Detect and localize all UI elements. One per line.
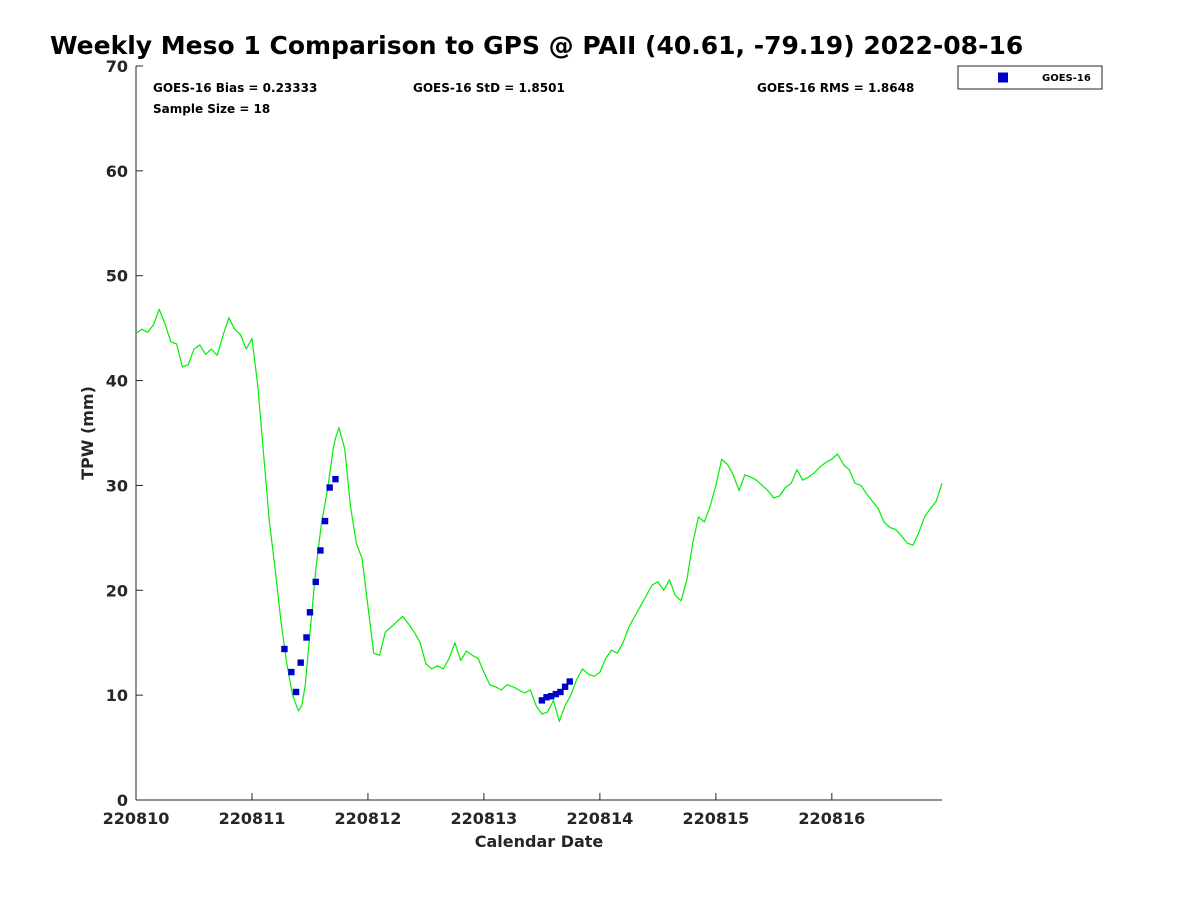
x-tick-label: 220815 bbox=[682, 809, 749, 828]
y-axis-label: TPW (mm) bbox=[78, 386, 97, 480]
x-axis-ticks: 220810 220811 220812 220813 220814 220815 2208… bbox=[103, 793, 865, 828]
legend-box bbox=[957, 65, 1103, 90]
goes16-point bbox=[281, 645, 288, 653]
goes16-point bbox=[288, 668, 295, 676]
legend-label-goes16: GOES-16 bbox=[1042, 73, 1091, 84]
legend: GOES-16 bbox=[957, 65, 1103, 90]
goes16-point bbox=[557, 688, 564, 696]
y-tick-label: 20 bbox=[106, 581, 128, 600]
gps-series-line bbox=[135, 308, 943, 723]
goes16-point bbox=[538, 697, 546, 704]
goes16-point bbox=[547, 692, 555, 700]
y-tick-label: 0 bbox=[117, 791, 128, 810]
goes16-point bbox=[297, 659, 304, 666]
goes16-point bbox=[561, 683, 569, 690]
goes16-point bbox=[292, 688, 300, 696]
x-tick-label: 220814 bbox=[566, 809, 633, 828]
goes16-point bbox=[317, 547, 324, 554]
y-tick-label: 60 bbox=[106, 162, 128, 181]
x-tick-label: 220811 bbox=[219, 809, 286, 828]
chart-title: Weekly Meso 1 Comparison to GPS @ PAII (… bbox=[50, 31, 1023, 60]
goes16-point bbox=[321, 517, 329, 525]
x-tick-label: 220813 bbox=[451, 809, 518, 828]
y-axis-ticks: 0 10 20 30 40 50 60 70 bbox=[106, 57, 143, 810]
plot-area bbox=[135, 66, 942, 801]
x-tick-label: 220816 bbox=[798, 809, 865, 828]
y-tick-label: 70 bbox=[106, 57, 128, 76]
y-tick-label: 40 bbox=[106, 372, 128, 391]
goes16-point bbox=[326, 484, 333, 491]
series-layer bbox=[135, 308, 943, 723]
goes16-point bbox=[306, 609, 314, 616]
goes16-point bbox=[332, 475, 339, 483]
x-tick-label: 220810 bbox=[103, 809, 170, 828]
y-tick-label: 50 bbox=[106, 267, 128, 286]
goes16-point bbox=[543, 694, 550, 701]
goes16-point bbox=[552, 690, 560, 698]
y-tick-label: 30 bbox=[106, 476, 128, 495]
x-axis-label: Calendar Date bbox=[475, 832, 604, 851]
rms-stat: GOES-16 RMS = 1.8648 bbox=[757, 81, 914, 95]
bias-stat: GOES-16 Bias = 0.23333 bbox=[153, 81, 317, 95]
sample-size-stat: Sample Size = 18 bbox=[153, 102, 270, 116]
y-tick-label: 10 bbox=[106, 686, 128, 705]
legend-marker-goes16 bbox=[998, 72, 1008, 83]
goes16-point bbox=[312, 578, 319, 586]
goes16-point bbox=[566, 678, 573, 685]
goes16-point bbox=[303, 634, 310, 641]
x-tick-label: 220812 bbox=[335, 809, 402, 828]
std-stat: GOES-16 StD = 1.8501 bbox=[413, 81, 565, 95]
